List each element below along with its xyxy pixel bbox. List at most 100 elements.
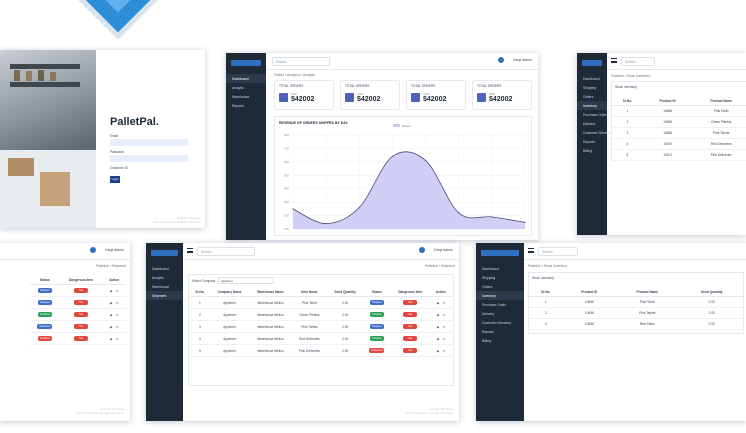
col-sr-no: Sr.No. xyxy=(190,287,210,297)
table-row[interactable]: Shipped Yes ◉ ↺ xyxy=(30,284,126,297)
table-row[interactable]: 3 10656 Pink Tshirts xyxy=(611,127,746,139)
inventory-table: Sr.No. Product ID Product Name Send Quan… xyxy=(528,287,744,330)
view-icon[interactable]: ◉ xyxy=(109,336,113,341)
data-point[interactable] xyxy=(524,221,526,223)
topbar: Search Daryl Admin xyxy=(266,53,538,70)
menu-icon[interactable] xyxy=(611,58,617,63)
company-select[interactable]: Applimer xyxy=(218,277,274,284)
table-row[interactable]: 3 Applimer Warehouse Mellon Pink Tshirts 2.0… xyxy=(190,320,452,333)
user-menu[interactable]: Daryl Admin xyxy=(513,58,532,62)
nav-shipping[interactable]: Shipping xyxy=(583,85,597,90)
nav-warehouse[interactable]: Warehouse xyxy=(232,94,250,99)
data-point[interactable] xyxy=(458,212,460,214)
nav-dashboard[interactable]: Dashboard xyxy=(482,266,499,271)
nav-dashboard[interactable]: Dashboard xyxy=(152,266,169,271)
nav-purchase-order[interactable]: Purchase Order xyxy=(482,302,506,307)
data-point[interactable] xyxy=(292,208,294,210)
table-row[interactable]: Pending Yes ◉ ↺ xyxy=(30,332,126,345)
nav-reports[interactable]: Reports xyxy=(482,329,494,334)
nav-reports[interactable]: Reports xyxy=(583,139,595,144)
undo-icon[interactable]: ↺ xyxy=(442,348,446,353)
undo-icon[interactable]: ↺ xyxy=(442,300,446,305)
search-input[interactable]: Search xyxy=(197,247,255,256)
table-row[interactable]: 4 10670 Red Deliveries xyxy=(611,138,746,150)
login-button[interactable]: Login xyxy=(110,176,120,183)
danger-badge: Yes xyxy=(73,300,88,305)
view-icon[interactable]: ◉ xyxy=(109,324,113,329)
table-row[interactable]: 1 Applimer Warehouse Mellon Pink Tshirt 2.00… xyxy=(190,296,452,309)
nav-billing[interactable]: Billing xyxy=(482,338,492,343)
undo-icon[interactable]: ↺ xyxy=(115,300,119,305)
nav-shipment[interactable]: Shipment xyxy=(146,291,183,300)
topbar: Search xyxy=(524,243,746,260)
avatar[interactable] xyxy=(498,57,504,63)
table-row[interactable]: Pending Yes ◉ ↺ xyxy=(30,308,126,321)
nav-shipping[interactable]: Shipping xyxy=(482,275,496,280)
nav-inventory[interactable]: Inventory xyxy=(577,101,607,110)
nav-dashboard[interactable]: Dashboard xyxy=(583,76,600,81)
nav-analytic[interactable]: Analytic xyxy=(152,275,164,280)
nav-customer-directory[interactable]: Customer Directory xyxy=(583,130,613,135)
search-input[interactable]: Search xyxy=(538,247,578,256)
stat-icon xyxy=(477,93,486,102)
nav-reports[interactable]: Reports xyxy=(232,103,244,108)
view-icon[interactable]: ◉ xyxy=(436,312,440,317)
view-icon[interactable]: ◉ xyxy=(436,348,440,353)
table-row[interactable]: 5 10671 Pink Deliveries xyxy=(611,149,746,161)
nav-delivery[interactable]: Delivery xyxy=(482,311,495,316)
table-row[interactable]: 1 10656 Pink Tshirt xyxy=(611,105,746,117)
undo-icon[interactable]: ↺ xyxy=(115,324,119,329)
table-row[interactable]: 4 Applimer Warehouse Mellon Red Deliveries 2… xyxy=(190,332,452,345)
undo-icon[interactable]: ↺ xyxy=(115,312,119,317)
nav-inventory[interactable]: Inventory xyxy=(476,291,524,300)
data-point[interactable] xyxy=(358,206,360,209)
nav-customer-directory[interactable]: Customer Directory xyxy=(482,320,512,325)
password-field[interactable] xyxy=(110,155,188,162)
table-row[interactable]: 5 Applimer Warehouse Mellon Pink Deliveries… xyxy=(190,344,452,357)
view-icon[interactable]: ◉ xyxy=(109,288,113,293)
data-point[interactable] xyxy=(325,223,327,225)
legend-swatch[interactable] xyxy=(393,124,400,127)
nav-purchase-order[interactable]: Purchase Order xyxy=(583,112,607,117)
search-input[interactable]: Search xyxy=(272,57,330,66)
undo-icon[interactable]: ↺ xyxy=(442,324,446,329)
table-row[interactable]: 2 Applimer Warehouse Mellon Green Plimbly 2.… xyxy=(190,308,452,321)
data-point[interactable] xyxy=(391,155,394,158)
menu-icon[interactable] xyxy=(187,248,193,253)
table-row[interactable]: 3 10656 Red Shirts 2.00 xyxy=(528,318,744,330)
table-row[interactable]: 2 10656 Green Plimbly xyxy=(611,116,746,128)
y-tick-label: 200 xyxy=(284,214,289,218)
nav-analytic[interactable]: Analytic xyxy=(232,85,244,90)
data-point[interactable] xyxy=(424,159,427,162)
data-point[interactable] xyxy=(491,216,493,218)
table-row[interactable]: Delivered Yes ◉ ↺ xyxy=(30,320,126,333)
breadcrumb: Palletize / Stock Inventory xyxy=(611,74,651,78)
undo-icon[interactable]: ↺ xyxy=(442,336,446,341)
undo-icon[interactable]: ↺ xyxy=(442,312,446,317)
nav-billing[interactable]: Billing xyxy=(583,148,593,153)
nav-orders[interactable]: Orders xyxy=(583,94,594,99)
user-menu[interactable]: Daryl Admin xyxy=(105,248,124,252)
user-menu[interactable]: Daryl Admin xyxy=(434,248,453,252)
nav-dashboard[interactable]: Dashboard xyxy=(226,74,266,83)
nav-warehouse[interactable]: Warehouse xyxy=(152,284,170,289)
table-row[interactable]: 2 10656 Pink Tshirts 2.00 xyxy=(528,307,744,319)
view-icon[interactable]: ◉ xyxy=(109,312,113,317)
y-tick-label: 400 xyxy=(284,187,289,191)
avatar[interactable] xyxy=(419,247,425,253)
view-icon[interactable]: ◉ xyxy=(436,324,440,329)
stat-icon xyxy=(411,93,420,102)
table-row[interactable]: 1 10656 Pink Tshirt 2.00 xyxy=(528,296,744,308)
email-field[interactable] xyxy=(110,139,188,146)
view-icon[interactable]: ◉ xyxy=(436,336,440,341)
nav-delivery[interactable]: Delivery xyxy=(583,121,596,126)
table-row[interactable]: Shipped Yes ◉ ↺ xyxy=(30,296,126,309)
nav-orders[interactable]: Orders xyxy=(482,284,493,289)
undo-icon[interactable]: ↺ xyxy=(115,336,119,341)
view-icon[interactable]: ◉ xyxy=(109,300,113,305)
search-input[interactable]: Search xyxy=(621,57,655,66)
undo-icon[interactable]: ↺ xyxy=(115,288,119,293)
menu-icon[interactable] xyxy=(528,248,534,253)
view-icon[interactable]: ◉ xyxy=(436,300,440,305)
avatar[interactable] xyxy=(90,247,96,253)
